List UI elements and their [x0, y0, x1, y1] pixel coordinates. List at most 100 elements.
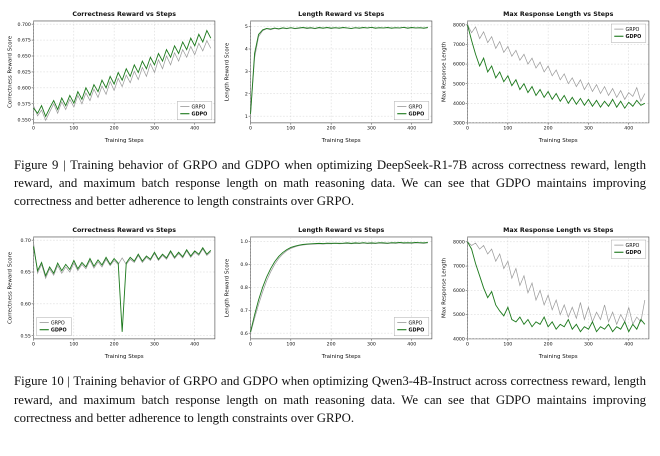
svg-text:4000: 4000 — [453, 101, 465, 107]
svg-text:GRPO: GRPO — [191, 104, 205, 110]
svg-text:GRPO: GRPO — [408, 104, 422, 110]
svg-text:GDPO: GDPO — [625, 34, 641, 40]
svg-text:GDPO: GDPO — [408, 328, 424, 334]
svg-text:4000: 4000 — [453, 337, 465, 343]
svg-text:8000: 8000 — [453, 240, 465, 246]
svg-text:400: 400 — [190, 342, 199, 348]
svg-text:Correctness Reward vs Steps: Correctness Reward vs Steps — [72, 227, 176, 234]
svg-text:300: 300 — [367, 125, 376, 131]
figure9-correctness-reward-chart: 0.550 0.575 0.600 0.625 0.650 0.675 0.700 0 100 2… — [6, 5, 220, 147]
figure10-chart-row: 0.55 0.60 0.65 0.70 0 100 200 300 400 Correctness… — [0, 216, 660, 363]
figure9-caption: Figure 9 | Training behavior of GRPO and… — [14, 158, 646, 209]
svg-text:GRPO: GRPO — [625, 27, 639, 33]
svg-text:0.575: 0.575 — [17, 101, 30, 107]
svg-text:5000: 5000 — [453, 81, 465, 87]
svg-text:0: 0 — [32, 125, 35, 131]
svg-text:1.0: 1.0 — [240, 240, 247, 246]
svg-text:Training Steps: Training Steps — [321, 355, 361, 361]
svg-text:300: 300 — [584, 125, 593, 131]
svg-text:5000: 5000 — [453, 313, 465, 319]
svg-text:200: 200 — [327, 342, 336, 348]
svg-text:7000: 7000 — [453, 264, 465, 270]
svg-text:0: 0 — [466, 342, 469, 348]
svg-text:Max Response Length vs Steps: Max Response Length vs Steps — [503, 227, 613, 234]
svg-text:0.6: 0.6 — [240, 331, 247, 337]
svg-text:100: 100 — [286, 342, 295, 348]
svg-text:100: 100 — [503, 342, 512, 348]
svg-text:0.675: 0.675 — [17, 38, 30, 44]
svg-text:Correctness Reward Score: Correctness Reward Score — [8, 35, 14, 108]
svg-text:400: 400 — [624, 342, 633, 348]
svg-text:Max Response Length: Max Response Length — [442, 41, 448, 102]
svg-text:0.9: 0.9 — [240, 263, 247, 269]
svg-text:GDPO: GDPO — [191, 111, 207, 117]
svg-text:0.70: 0.70 — [20, 238, 30, 244]
svg-text:2: 2 — [245, 91, 248, 97]
figure9-max-response-length-chart: 3000 4000 5000 6000 7000 8000 0 100 200 300 400 Max… — [440, 5, 654, 147]
svg-text:0.700: 0.700 — [17, 22, 30, 28]
svg-text:GDPO: GDPO — [408, 111, 424, 117]
svg-text:Length Reward Score: Length Reward Score — [225, 42, 231, 101]
svg-text:0: 0 — [249, 125, 252, 131]
svg-text:GRPO: GRPO — [408, 321, 422, 327]
svg-text:7000: 7000 — [453, 42, 465, 48]
svg-text:100: 100 — [503, 125, 512, 131]
svg-text:0.600: 0.600 — [17, 85, 30, 91]
svg-text:6000: 6000 — [453, 62, 465, 68]
svg-text:GRPO: GRPO — [51, 321, 65, 327]
figure9-chart-row: 0.550 0.575 0.600 0.625 0.650 0.675 0.700 0 100 2… — [0, 0, 660, 147]
svg-text:Training Steps: Training Steps — [104, 138, 144, 144]
svg-text:Length Reward Score: Length Reward Score — [225, 259, 231, 318]
svg-text:Length Reward vs Steps: Length Reward vs Steps — [298, 227, 384, 234]
svg-text:Correctness Reward vs Steps: Correctness Reward vs Steps — [72, 11, 176, 18]
svg-text:4: 4 — [245, 47, 248, 53]
svg-text:GDPO: GDPO — [625, 250, 641, 256]
svg-text:0.7: 0.7 — [240, 308, 247, 314]
figure10-max-response-length-chart: 4000 5000 6000 7000 8000 0 100 200 300 400 Max Res… — [440, 221, 654, 363]
svg-text:Max Response Length vs Steps: Max Response Length vs Steps — [503, 11, 613, 18]
svg-text:0.55: 0.55 — [20, 334, 30, 340]
svg-text:300: 300 — [367, 342, 376, 348]
figure10-length-reward-chart: 0.6 0.7 0.8 0.9 1.0 0 100 200 300 400 Length Rewar… — [223, 221, 437, 363]
svg-text:100: 100 — [69, 125, 78, 131]
svg-text:0.550: 0.550 — [17, 117, 30, 123]
svg-text:GDPO: GDPO — [51, 328, 67, 334]
svg-text:3: 3 — [245, 69, 248, 75]
svg-text:0: 0 — [32, 342, 35, 348]
svg-text:8000: 8000 — [453, 23, 465, 29]
svg-text:0: 0 — [249, 342, 252, 348]
svg-text:100: 100 — [286, 125, 295, 131]
svg-text:6000: 6000 — [453, 288, 465, 294]
svg-text:0: 0 — [466, 125, 469, 131]
svg-text:0.60: 0.60 — [20, 302, 30, 308]
svg-text:200: 200 — [327, 125, 336, 131]
svg-text:Length Reward vs Steps: Length Reward vs Steps — [298, 11, 384, 18]
figure9-length-reward-chart: 1 2 3 4 5 0 100 200 300 400 Length Reward vs Steps… — [223, 5, 437, 147]
svg-text:0.625: 0.625 — [17, 70, 30, 76]
svg-text:200: 200 — [544, 342, 553, 348]
svg-text:0.8: 0.8 — [240, 285, 247, 291]
svg-text:0.650: 0.650 — [17, 54, 30, 60]
svg-text:3000: 3000 — [453, 121, 465, 127]
figure10-caption: Figure 10 | Training behavior of GRPO an… — [14, 374, 646, 425]
svg-text:400: 400 — [190, 125, 199, 131]
svg-text:Training Steps: Training Steps — [104, 355, 144, 361]
svg-text:Training Steps: Training Steps — [538, 138, 578, 144]
svg-text:400: 400 — [407, 342, 416, 348]
svg-text:200: 200 — [110, 125, 119, 131]
svg-text:Correctness Reward Score: Correctness Reward Score — [8, 252, 14, 325]
svg-text:0.65: 0.65 — [20, 270, 30, 276]
svg-text:Max Response Length: Max Response Length — [442, 258, 448, 319]
svg-text:1: 1 — [245, 114, 248, 120]
svg-text:300: 300 — [150, 125, 159, 131]
svg-text:100: 100 — [69, 342, 78, 348]
svg-text:400: 400 — [624, 125, 633, 131]
svg-text:Training Steps: Training Steps — [321, 138, 361, 144]
svg-text:5: 5 — [245, 24, 248, 30]
svg-text:400: 400 — [407, 125, 416, 131]
figure10-correctness-reward-chart: 0.55 0.60 0.65 0.70 0 100 200 300 400 Correctness… — [6, 221, 220, 363]
svg-text:300: 300 — [584, 342, 593, 348]
svg-text:Training Steps: Training Steps — [538, 355, 578, 361]
svg-text:200: 200 — [110, 342, 119, 348]
svg-text:GRPO: GRPO — [625, 243, 639, 249]
